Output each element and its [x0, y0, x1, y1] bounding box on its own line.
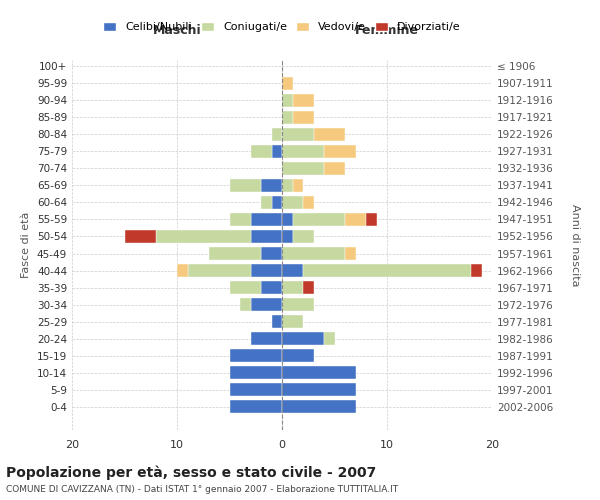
- Bar: [282, 384, 355, 396]
- Bar: [282, 366, 355, 379]
- Bar: [251, 332, 282, 345]
- Bar: [303, 264, 471, 277]
- Text: Popolazione per età, sesso e stato civile - 2007: Popolazione per età, sesso e stato civil…: [6, 465, 376, 479]
- Bar: [324, 145, 355, 158]
- Y-axis label: Fasce di età: Fasce di età: [22, 212, 31, 278]
- Text: Maschi: Maschi: [152, 24, 202, 37]
- Bar: [282, 213, 293, 226]
- Bar: [324, 162, 345, 174]
- Bar: [282, 400, 355, 413]
- Bar: [229, 350, 282, 362]
- Bar: [282, 162, 324, 174]
- Bar: [282, 94, 293, 106]
- Bar: [471, 264, 482, 277]
- Bar: [125, 230, 156, 243]
- Bar: [303, 281, 314, 294]
- Bar: [251, 213, 282, 226]
- Bar: [261, 247, 282, 260]
- Bar: [229, 179, 261, 192]
- Bar: [282, 77, 293, 90]
- Bar: [282, 230, 293, 243]
- Bar: [282, 179, 293, 192]
- Bar: [271, 145, 282, 158]
- Text: COMUNE DI CAVIZZANA (TN) - Dati ISTAT 1° gennaio 2007 - Elaborazione TUTTITALIA.: COMUNE DI CAVIZZANA (TN) - Dati ISTAT 1°…: [6, 485, 398, 494]
- Bar: [314, 128, 345, 140]
- Bar: [229, 281, 261, 294]
- Bar: [209, 247, 261, 260]
- Text: Femmine: Femmine: [355, 24, 419, 37]
- Bar: [293, 213, 345, 226]
- Bar: [156, 230, 251, 243]
- Bar: [293, 94, 314, 106]
- Bar: [229, 213, 251, 226]
- Bar: [271, 128, 282, 140]
- Bar: [261, 196, 271, 209]
- Bar: [251, 264, 282, 277]
- Bar: [251, 298, 282, 311]
- Bar: [271, 316, 282, 328]
- Y-axis label: Anni di nascita: Anni di nascita: [570, 204, 580, 286]
- Bar: [282, 196, 303, 209]
- Bar: [240, 298, 251, 311]
- Bar: [282, 247, 345, 260]
- Bar: [261, 179, 282, 192]
- Bar: [282, 281, 303, 294]
- Bar: [282, 350, 314, 362]
- Bar: [282, 332, 324, 345]
- Bar: [251, 230, 282, 243]
- Bar: [229, 384, 282, 396]
- Bar: [345, 247, 355, 260]
- Bar: [282, 111, 293, 124]
- Bar: [293, 111, 314, 124]
- Bar: [293, 230, 314, 243]
- Bar: [229, 400, 282, 413]
- Bar: [293, 179, 303, 192]
- Bar: [324, 332, 335, 345]
- Bar: [282, 264, 303, 277]
- Bar: [345, 213, 366, 226]
- Bar: [282, 145, 324, 158]
- Legend: Celibi/Nubili, Coniugati/e, Vedovi/e, Divorziati/e: Celibi/Nubili, Coniugati/e, Vedovi/e, Di…: [99, 18, 465, 37]
- Bar: [251, 145, 271, 158]
- Bar: [187, 264, 251, 277]
- Bar: [271, 196, 282, 209]
- Bar: [282, 316, 303, 328]
- Bar: [282, 128, 314, 140]
- Bar: [229, 366, 282, 379]
- Bar: [366, 213, 377, 226]
- Bar: [261, 281, 282, 294]
- Bar: [282, 298, 314, 311]
- Bar: [303, 196, 314, 209]
- Bar: [177, 264, 187, 277]
